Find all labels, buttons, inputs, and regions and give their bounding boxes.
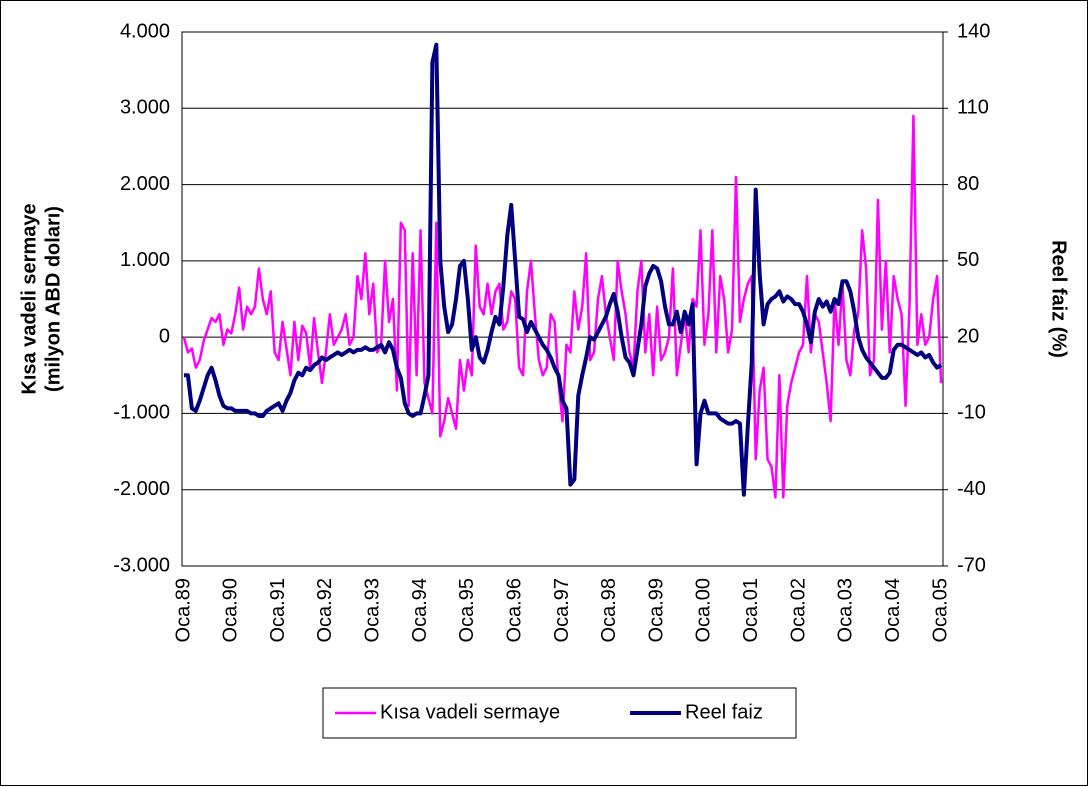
x-tick-label: Oca.91 bbox=[267, 578, 289, 642]
legend-box bbox=[322, 687, 797, 739]
x-tick-label: Oca.02 bbox=[787, 578, 809, 642]
legend-label: Reel faiz bbox=[685, 701, 763, 723]
y2-axis-title: Reel faiz (%) bbox=[1048, 240, 1070, 358]
x-tick-label: Oca.98 bbox=[598, 578, 620, 642]
x-tick-label: Oca.89 bbox=[172, 578, 194, 642]
y2-tick-label: 110 bbox=[957, 97, 989, 119]
y-tick-label: 2.000 bbox=[120, 173, 170, 195]
y-tick-label: 0 bbox=[159, 325, 170, 347]
x-tick-label: Oca.99 bbox=[645, 578, 667, 642]
x-tick-label: Oca.93 bbox=[362, 578, 384, 642]
y2-tick-label: -10 bbox=[957, 402, 986, 424]
y-tick-label: -3.000 bbox=[113, 554, 170, 576]
y2-tick-label: 50 bbox=[957, 249, 979, 271]
x-tick-label: Oca.04 bbox=[882, 578, 904, 642]
y2-tick-label: -40 bbox=[957, 478, 986, 500]
x-tick-label: Oca.97 bbox=[551, 578, 573, 642]
y-tick-label: 4.000 bbox=[120, 20, 170, 42]
y-tick-label: 1.000 bbox=[120, 249, 170, 271]
y2-tick-label: 80 bbox=[957, 173, 979, 195]
x-tick-label: Oca.90 bbox=[220, 578, 242, 642]
legend-label: Kısa vadeli sermaye bbox=[380, 701, 560, 723]
y2-tick-label: 140 bbox=[957, 20, 990, 42]
plot-border bbox=[181, 31, 944, 567]
x-tick-label: Oca.03 bbox=[835, 578, 857, 642]
x-tick-label: Oca.95 bbox=[456, 578, 478, 642]
x-tick-label: Oca.00 bbox=[693, 578, 715, 642]
y-tick-label: -1.000 bbox=[113, 402, 170, 424]
y-axis-title: Kısa vadeli sermaye bbox=[18, 203, 40, 394]
y-axis-title: (milyon ABD doları) bbox=[42, 206, 64, 392]
y-tick-label: -2.000 bbox=[113, 478, 170, 500]
series-line bbox=[183, 42, 943, 497]
x-tick-label: Oca.92 bbox=[314, 578, 336, 642]
x-tick-label: Oca.01 bbox=[740, 578, 762, 642]
y-tick-label: 3.000 bbox=[120, 97, 170, 119]
x-tick-label: Oca.05 bbox=[929, 578, 951, 642]
y2-tick-label: -70 bbox=[957, 554, 986, 576]
x-tick-label: Oca.96 bbox=[503, 578, 525, 642]
y2-tick-label: 20 bbox=[957, 325, 979, 347]
x-tick-label: Oca.94 bbox=[409, 578, 431, 642]
